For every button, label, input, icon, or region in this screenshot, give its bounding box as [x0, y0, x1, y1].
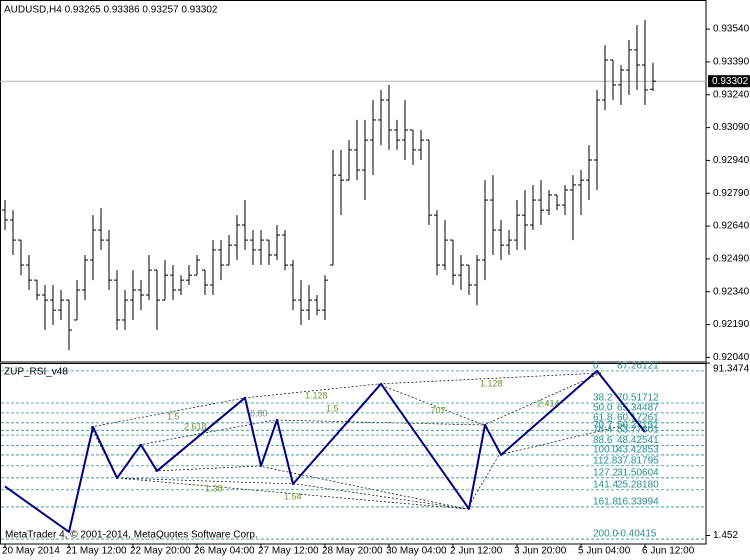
x-tick-label: 28 May 20:00: [322, 546, 383, 557]
fib-level-value: -0.40415: [617, 529, 657, 540]
fib-level-value: 65.34487: [617, 403, 659, 414]
fib-level-label: 0: [593, 360, 599, 371]
fib-level-value: 56.27151: [617, 420, 659, 431]
ratio-label: 2.414: [537, 398, 560, 408]
main-window-frame: [0, 0, 707, 363]
ratio-label: 1.128: [480, 378, 503, 388]
y-tick-label: 0.92940: [713, 155, 750, 166]
y-tick-label: 0.92040: [713, 352, 750, 363]
ratio-label: .707: [428, 405, 446, 415]
fib-level-value: 25.28180: [617, 479, 659, 490]
x-tick-label: 20 May 2014: [2, 546, 60, 557]
zigzag-line: [4, 369, 646, 533]
chart-title: AUDUSD,H4 0.93265 0.93386 0.93257 0.9330…: [4, 5, 218, 16]
current-price-box: [708, 75, 750, 88]
indicator-window-frame: [0, 363, 707, 545]
y-tick-label: 1.452: [713, 530, 738, 541]
x-tick-label: 22 May 20:00: [130, 546, 191, 557]
ratio-label: 1.5: [326, 403, 339, 413]
fib-level-value: 53.77301: [617, 425, 659, 436]
fib-level-value: 48.42541: [617, 435, 659, 446]
x-tick-label: 3 Jun 20:00: [514, 546, 567, 557]
ratio-label: 0.80: [250, 408, 268, 418]
x-tick-label: 30 May 04:00: [386, 546, 447, 557]
y-tick-label: 0.93090: [713, 122, 750, 133]
copyright-note: MetaTrader 4, © 2001-2014, MetaQuotes So…: [5, 530, 258, 541]
x-tick-label: 5 Jun 04:00: [578, 546, 631, 557]
y-tick-label: 91.3474: [713, 364, 750, 375]
indicator-title: ZUP_RSI_v48: [4, 367, 68, 378]
fib-level-label: 127.2: [593, 467, 618, 478]
ratio-label: 1.38: [205, 483, 223, 493]
fib-level-value: 31.50604: [617, 467, 659, 478]
fib-level-label: 38.2: [593, 393, 613, 404]
y-tick-label: 0.92190: [713, 319, 750, 330]
y-tick-label: 0.92340: [713, 286, 750, 297]
y-tick-label: 0.92790: [713, 188, 750, 199]
ratio-label: 2.618: [184, 421, 207, 431]
fib-level-label: 100.0: [593, 445, 618, 456]
fib-level-label: 112.8: [593, 455, 618, 466]
x-tick-label: 21 May 12:00: [66, 546, 127, 557]
y-tick-label: 0.92490: [713, 254, 750, 265]
x-tick-label: 27 May 12:00: [258, 546, 319, 557]
fib-level-value: 87.26121: [617, 360, 659, 371]
dashed-connector: [138, 419, 485, 446]
fib-level-label: 76.4: [593, 425, 613, 436]
x-tick-label: 2 Jun 12:00: [450, 546, 503, 557]
x-tick-label: 6 Jun 12:00: [642, 546, 695, 557]
fib-level-label: 61.8: [593, 412, 613, 423]
fib-level-label: 88.6: [593, 435, 613, 446]
y-tick-label: 0.93390: [713, 57, 750, 68]
ratio-label: 1.5: [167, 411, 180, 421]
fib-level-value: 37.81795: [617, 455, 659, 466]
dashed-connector: [116, 477, 468, 510]
fib-level-label: 161.8: [593, 497, 618, 508]
y-tick-label: 0.92640: [713, 221, 750, 232]
current-price-label: 0.93302: [712, 76, 749, 87]
y-tick-label: 0.93540: [713, 24, 750, 35]
ratio-label: 1.54: [284, 491, 302, 501]
y-tick-label: 0.93240: [713, 89, 750, 100]
ratio-label: 1.128: [305, 390, 328, 400]
fib-level-label: 70.7: [593, 420, 613, 431]
fib-level-label: 141.4: [593, 479, 618, 490]
fib-level-value: 70.51712: [617, 393, 659, 404]
x-tick-label: 26 May 04:00: [194, 546, 255, 557]
fib-level-label: 200.0: [593, 529, 618, 540]
fib-level-value: 60.17261: [617, 412, 659, 423]
fib-level-value: 43.42853: [617, 445, 659, 456]
fib-level-label: 50.0: [593, 403, 613, 414]
fib-level-value: 16.33994: [617, 497, 659, 508]
dashed-connector: [154, 465, 468, 510]
